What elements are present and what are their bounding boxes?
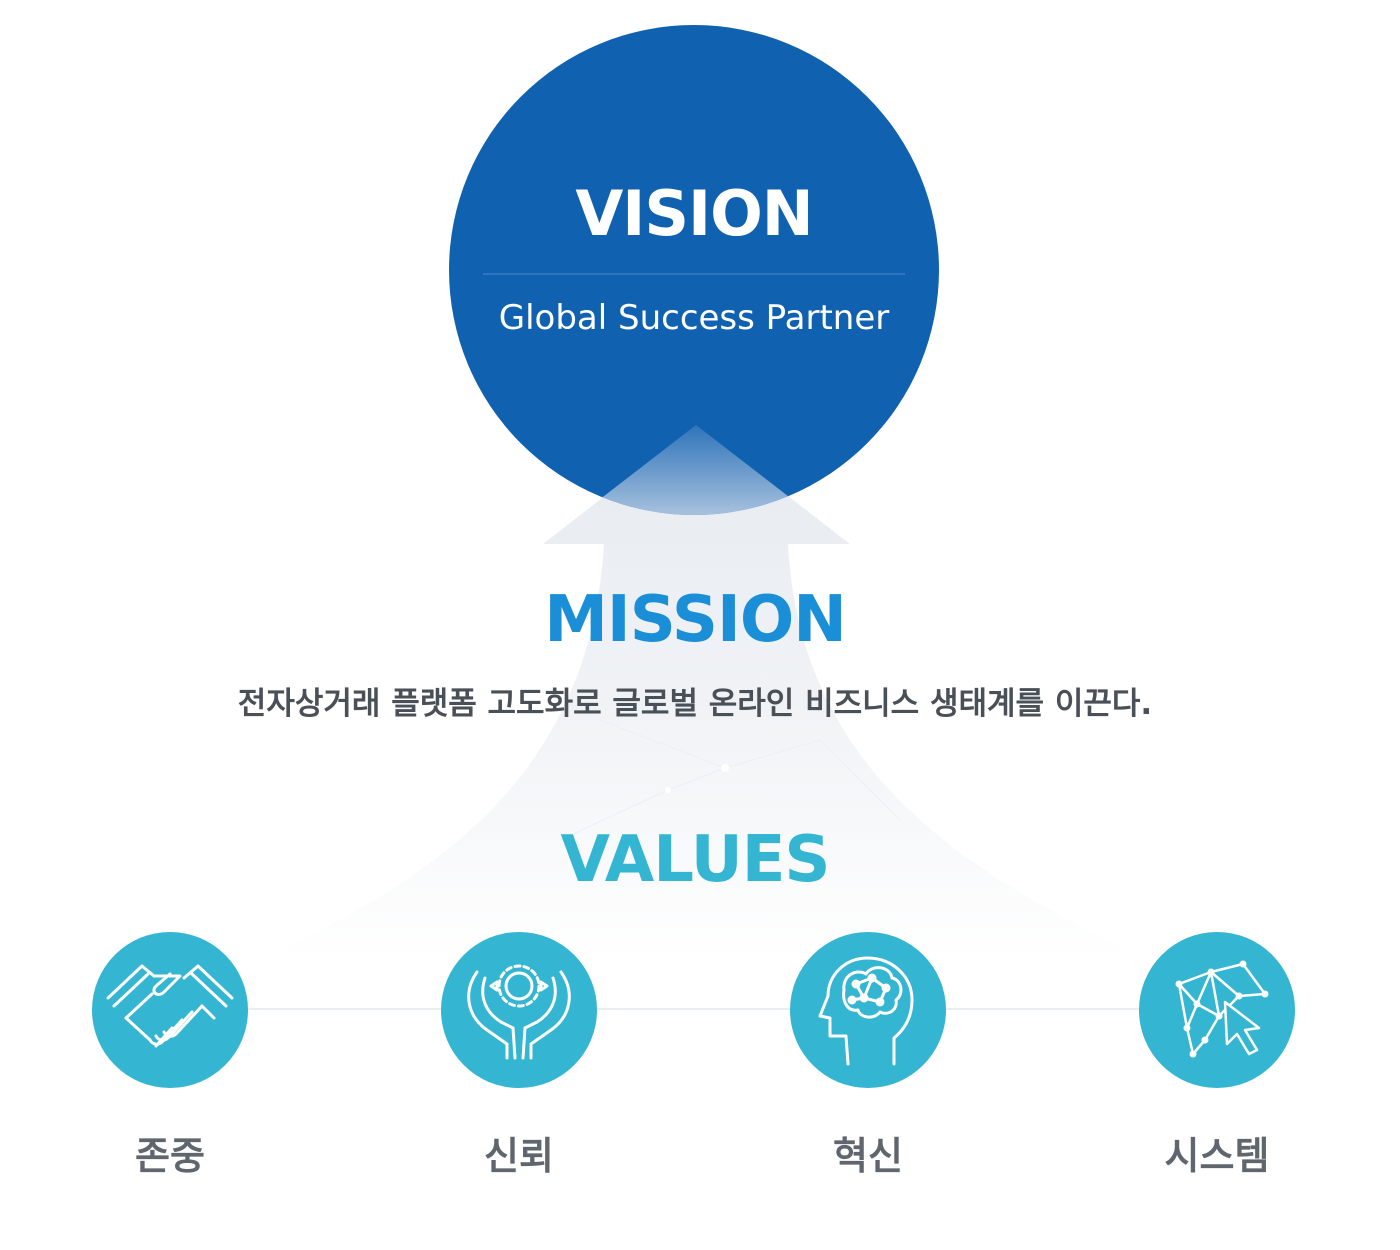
value-system-circle: [1139, 932, 1295, 1088]
value-system-label: 시스템: [1164, 1134, 1270, 1178]
vision-divider: [483, 273, 905, 275]
brain-head-icon: [818, 956, 914, 1066]
vision-circle: VISION Global Success Partner: [449, 25, 939, 515]
value-trust: 신뢰: [441, 932, 597, 1178]
value-trust-circle: [441, 932, 597, 1088]
value-innovation-label: 혁신: [833, 1134, 903, 1178]
value-respect-label: 존중: [135, 1134, 205, 1178]
arrow-tip: [579, 425, 813, 515]
values-connector-line: [170, 1008, 1216, 1010]
value-respect: 존중: [92, 932, 248, 1178]
value-innovation: 혁신: [790, 932, 946, 1178]
mission-title: MISSION: [544, 583, 847, 657]
values-title: VALUES: [560, 823, 831, 897]
value-system: 시스템: [1139, 932, 1295, 1178]
network-cursor-icon: [1175, 960, 1269, 1058]
mission-statement: 전자상거래 플랫폼 고도화로 글로벌 온라인 비즈니스 생태계를 이끈다.: [237, 686, 1153, 722]
vision-title: VISION: [575, 177, 813, 250]
vision-subtitle: Global Success Partner: [498, 298, 890, 338]
handshake-icon: [106, 964, 234, 1048]
hands-holding-gear-icon: [467, 964, 571, 1060]
value-trust-label: 신뢰: [484, 1134, 554, 1178]
value-respect-circle: [92, 932, 248, 1088]
value-innovation-circle: [790, 932, 946, 1088]
